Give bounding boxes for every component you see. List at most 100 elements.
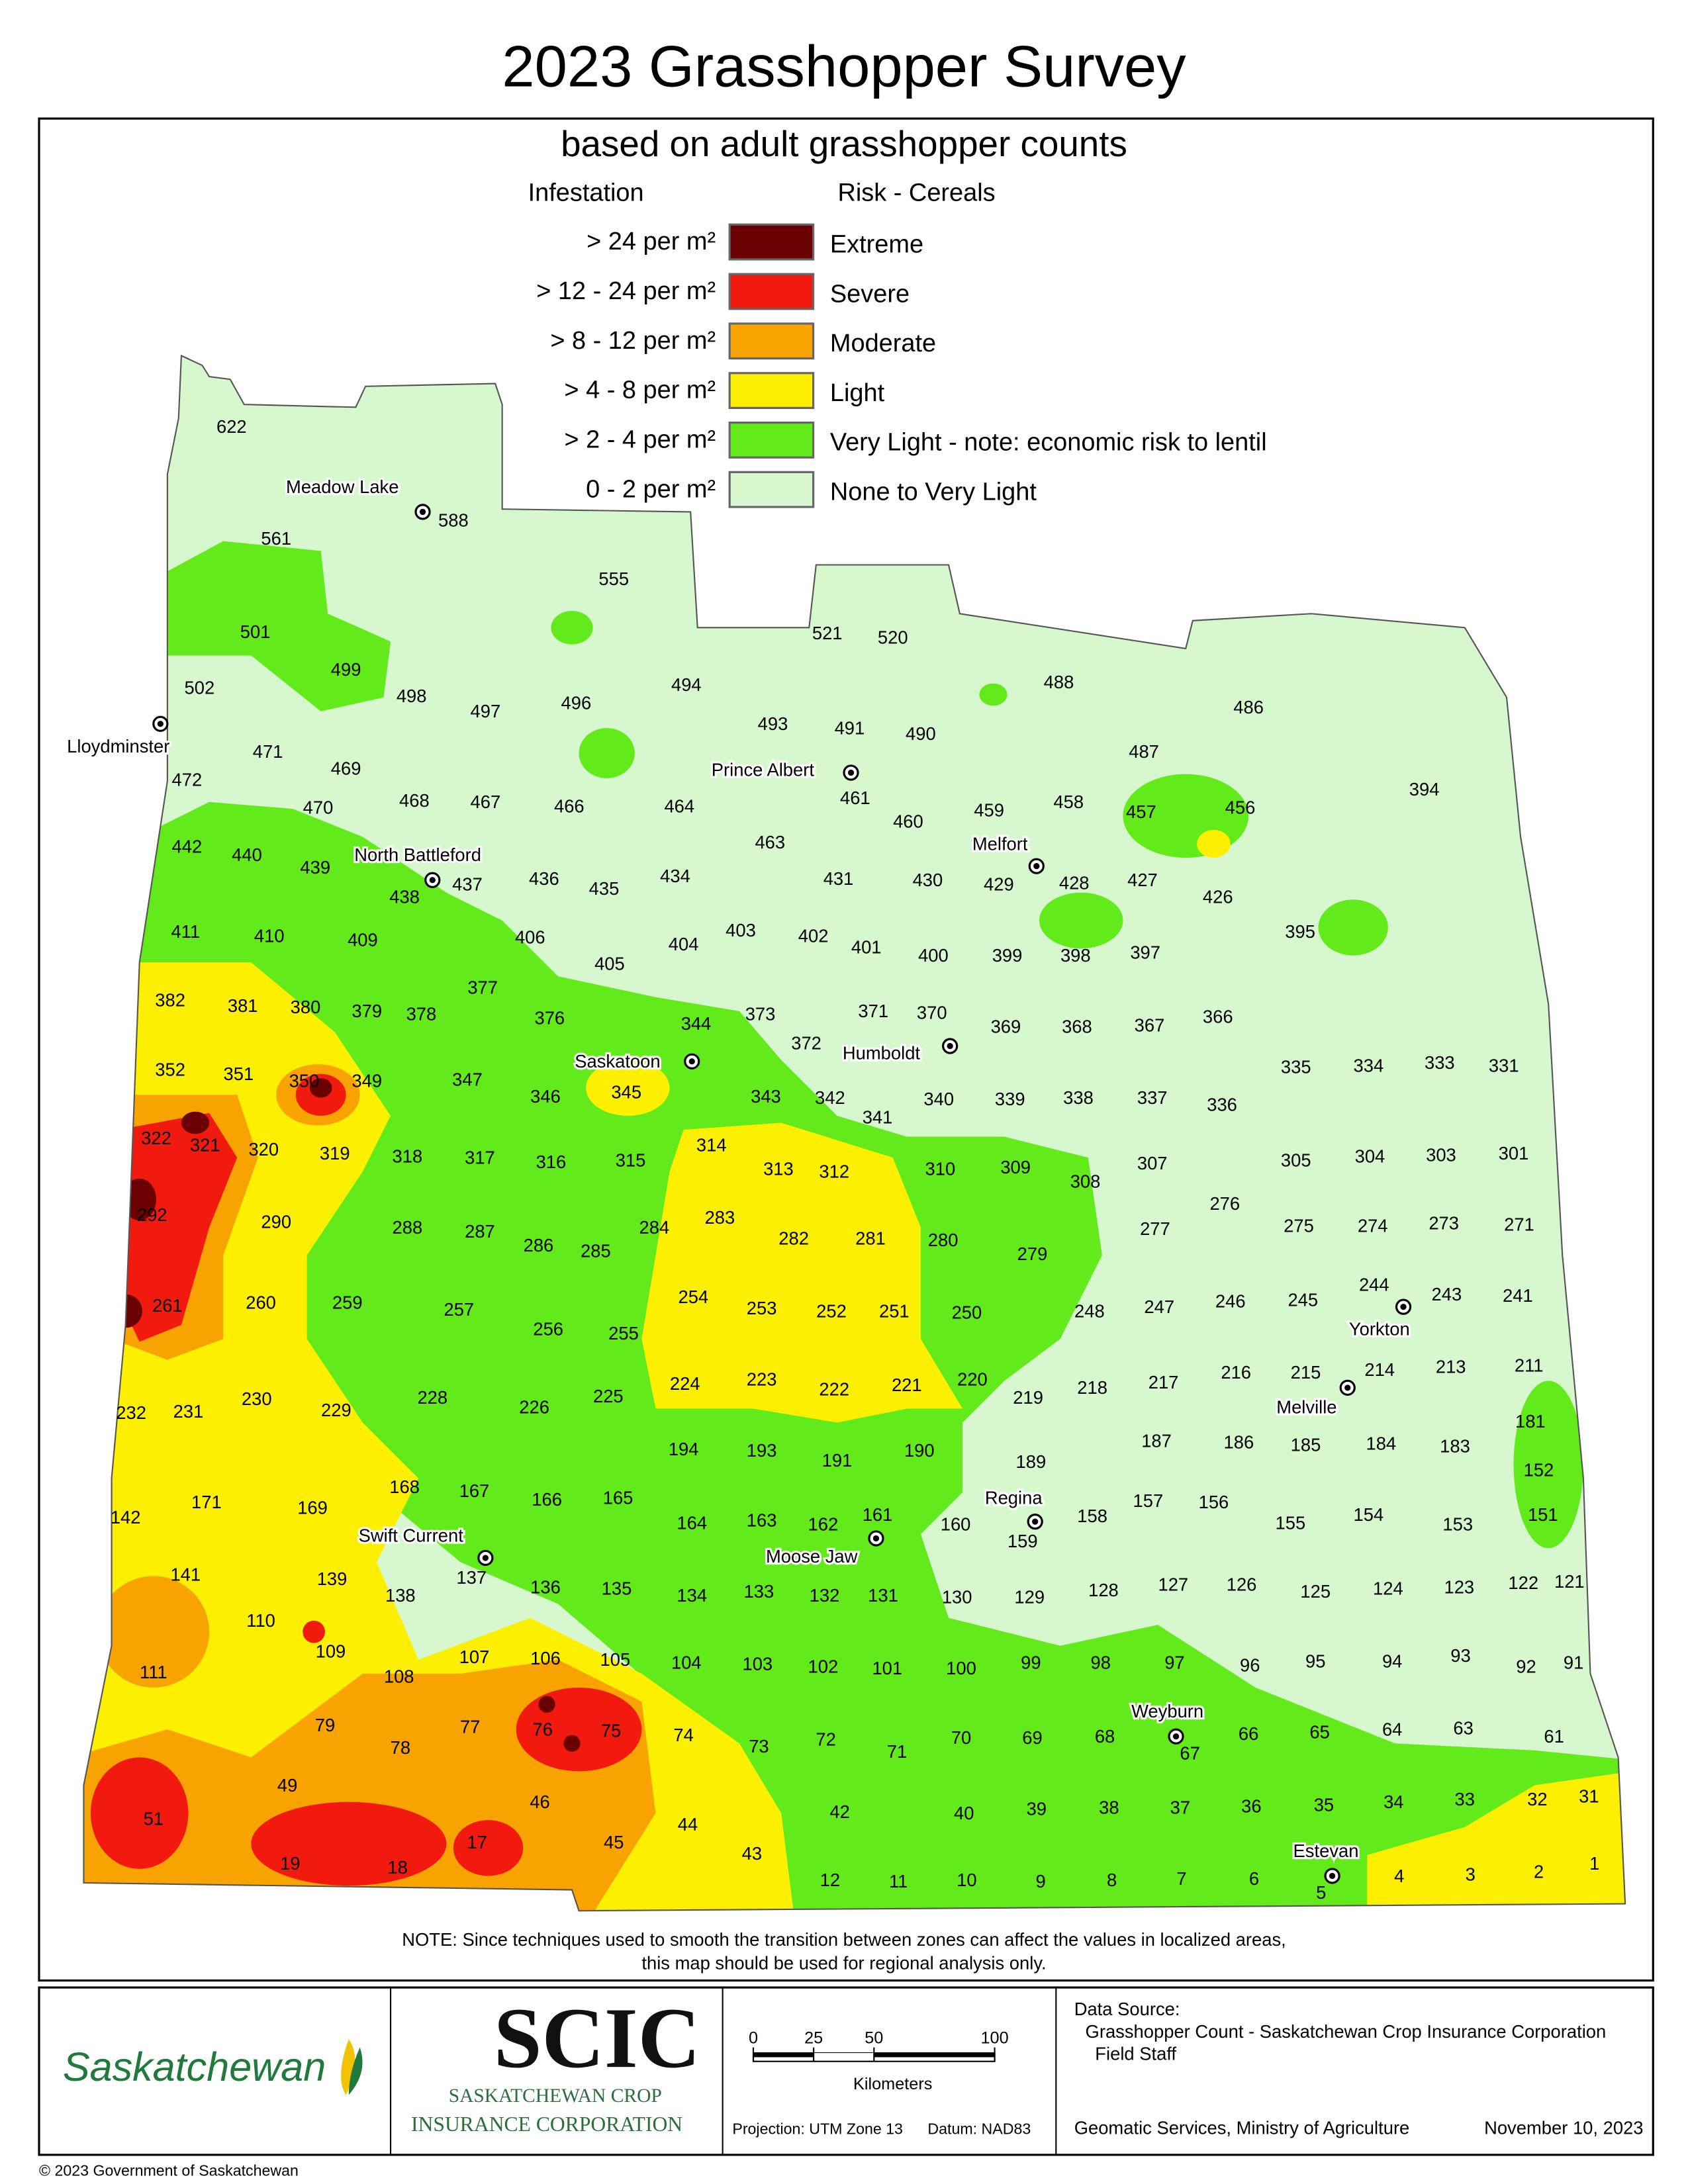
- city-marker: [1172, 1733, 1180, 1740]
- municipality-number: 344: [681, 1013, 712, 1034]
- zone: [111, 1113, 238, 1342]
- legend-swatch: [728, 322, 815, 360]
- municipality-number: 139: [317, 1569, 348, 1589]
- municipality-number: 275: [1284, 1216, 1314, 1236]
- municipality-number: 351: [224, 1064, 254, 1084]
- municipality-number: 520: [878, 627, 908, 647]
- municipality-number: 101: [872, 1658, 902, 1678]
- municipality-number: 132: [810, 1585, 840, 1606]
- zone: [90, 1757, 189, 1869]
- city-label: North Battleford: [354, 844, 481, 865]
- municipality-number: 467: [471, 792, 501, 812]
- municipality-number: 307: [1137, 1153, 1168, 1173]
- municipality-number: 409: [348, 930, 378, 950]
- legend-swatch: [728, 421, 815, 459]
- municipality-number: 31: [1579, 1786, 1599, 1807]
- municipality-number: 1: [1589, 1853, 1599, 1874]
- municipality-number: 285: [581, 1241, 611, 1261]
- municipality-number: 403: [726, 920, 756, 940]
- municipality-number: 75: [601, 1721, 621, 1741]
- municipality-number: 469: [331, 758, 361, 779]
- zone: [538, 1696, 555, 1713]
- municipality-number: 183: [1440, 1436, 1470, 1457]
- municipality-number: 347: [452, 1069, 483, 1089]
- zone: [303, 1620, 326, 1643]
- municipality-number: 36: [1241, 1796, 1261, 1816]
- city-label: Estevan: [1293, 1841, 1359, 1861]
- municipality-number: 471: [253, 741, 283, 762]
- municipality-number: 225: [593, 1386, 624, 1406]
- municipality-number: 76: [533, 1719, 553, 1740]
- municipality-number: 91: [1564, 1652, 1583, 1672]
- municipality-number: 442: [172, 837, 203, 857]
- municipality-number: 493: [758, 713, 788, 734]
- municipality-number: 333: [1425, 1052, 1455, 1073]
- municipality-number: 4: [1394, 1866, 1404, 1886]
- municipality-number: 314: [696, 1135, 727, 1156]
- municipality-number: 156: [1199, 1492, 1229, 1512]
- municipality-number: 288: [393, 1217, 423, 1238]
- municipality-number: 271: [1504, 1214, 1534, 1235]
- municipality-number: 190: [904, 1440, 935, 1461]
- municipality-number: 229: [321, 1400, 352, 1420]
- municipality-number: 399: [992, 945, 1023, 966]
- municipality-number: 218: [1077, 1377, 1107, 1398]
- municipality-number: 246: [1215, 1291, 1246, 1312]
- municipality-number: 468: [399, 790, 430, 811]
- municipality-number: 194: [669, 1439, 699, 1459]
- municipality-number: 430: [913, 870, 943, 890]
- municipality-number: 395: [1285, 921, 1315, 942]
- municipality-number: 555: [598, 569, 629, 589]
- municipality-number: 73: [749, 1736, 769, 1756]
- municipality-number: 154: [1354, 1504, 1384, 1525]
- legend-risk: Moderate: [830, 330, 936, 357]
- municipality-number: 100: [946, 1658, 976, 1678]
- municipality-number: 461: [840, 788, 870, 808]
- municipality-number: 220: [957, 1369, 988, 1390]
- municipality-number: 92: [1516, 1657, 1536, 1677]
- municipality-number: 498: [397, 686, 427, 706]
- municipality-number: 216: [1221, 1362, 1251, 1383]
- municipality-number: 588: [438, 510, 469, 530]
- municipality-number: 51: [144, 1808, 164, 1829]
- municipality-number: 165: [603, 1488, 633, 1508]
- municipality-number: 39: [1027, 1799, 1047, 1819]
- city-label: Prince Albert: [712, 760, 815, 780]
- municipality-number: 259: [332, 1293, 363, 1313]
- legend-swatch: [728, 273, 815, 310]
- city-marker: [872, 1535, 880, 1542]
- municipality-number: 247: [1144, 1297, 1174, 1317]
- zone: [97, 1576, 210, 1688]
- datum: Datum: NAD83: [927, 2120, 1031, 2137]
- municipality-number: 431: [823, 868, 854, 889]
- municipality-number: 9: [1036, 1871, 1046, 1891]
- municipality-number: 221: [892, 1375, 922, 1395]
- city-marker: [1400, 1303, 1407, 1310]
- municipality-number: 301: [1499, 1143, 1529, 1163]
- municipality-number: 256: [533, 1319, 563, 1340]
- municipality-number: 5: [1316, 1882, 1326, 1903]
- municipality-number: 464: [664, 796, 694, 816]
- city-marker: [429, 877, 436, 884]
- municipality-number: 135: [602, 1578, 632, 1599]
- municipality-number: 67: [1180, 1743, 1199, 1763]
- municipality-number: 622: [216, 416, 247, 437]
- municipality-number: 162: [808, 1514, 839, 1535]
- municipality-number: 70: [951, 1727, 971, 1748]
- municipality-number: 320: [248, 1139, 279, 1160]
- legend-risk: Very Light - note: economic risk to lent…: [830, 429, 1267, 457]
- municipality-number: 45: [604, 1832, 624, 1852]
- municipality-number: 68: [1095, 1726, 1115, 1747]
- saskatchewan-logo: Saskatchewan: [63, 2044, 326, 2089]
- municipality-number: 66: [1239, 1723, 1258, 1744]
- city-label: Weyburn: [1131, 1701, 1203, 1721]
- municipality-number: 142: [111, 1507, 141, 1527]
- municipality-number: 345: [611, 1081, 641, 1102]
- municipality-number: 338: [1063, 1087, 1094, 1108]
- municipality-number: 304: [1355, 1146, 1385, 1166]
- city-label: Melfort: [972, 833, 1028, 854]
- municipality-number: 352: [155, 1060, 185, 1080]
- municipality-number: 340: [923, 1089, 954, 1109]
- city-label: Melville: [1276, 1397, 1336, 1418]
